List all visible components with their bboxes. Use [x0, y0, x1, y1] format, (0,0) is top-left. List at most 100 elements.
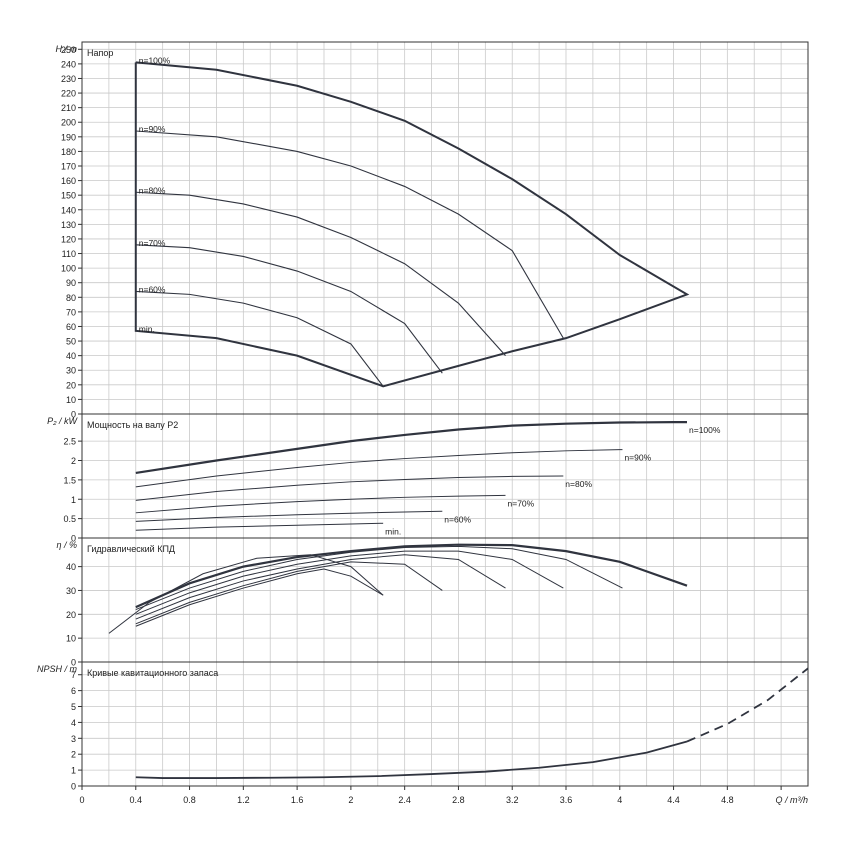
y-axis-label: P₂ / kW	[47, 416, 78, 426]
x-tick-label: 3.2	[506, 795, 519, 805]
y-tick-label: 240	[61, 59, 76, 69]
y-tick-label: 140	[61, 205, 76, 215]
y-tick-label: 2	[71, 750, 76, 760]
y-axis-label: NPSH / m	[37, 664, 78, 674]
series-line	[135, 561, 443, 625]
y-tick-label: 10	[66, 634, 76, 644]
y-tick-label: 120	[61, 234, 76, 244]
y-axis-label: η / %	[56, 540, 77, 550]
panel-3: 0 10 20 30 40 Гидравлический КПД η / %	[56, 537, 809, 668]
y-tick-label: 190	[61, 132, 76, 142]
y-tick-label: 60	[66, 322, 76, 332]
x-tick-label: 4.4	[667, 795, 680, 805]
curve-label: n=80%	[565, 479, 592, 489]
x-axis: Q / m³/h 0 0.4 0.8 1.2 1.6 2 2.4 2.8 3.2 3.6 4 4.4 4…	[79, 786, 808, 805]
curve-label: min.	[385, 526, 401, 536]
chart-panels: 0102030405060708090100110120130140150160…	[37, 41, 809, 792]
y-tick-label: 1	[71, 495, 76, 505]
panel-4: 0 1 2 3 4 5 6 7 Кривые кавитационного запаса NPSH…	[37, 661, 809, 792]
x-tick-label: 1.2	[237, 795, 250, 805]
curve-label: min.	[139, 324, 155, 334]
y-tick-label: 50	[66, 337, 76, 347]
x-tick-label: 4.8	[721, 795, 734, 805]
x-tick-label: 0	[79, 795, 84, 805]
y-tick-label: 20	[66, 610, 76, 620]
series-line	[135, 545, 623, 611]
y-tick-label: 0.5	[63, 514, 76, 524]
y-tick-label: 6	[71, 686, 76, 696]
y-tick-label: 250	[61, 45, 76, 55]
curve-label: n=60%	[444, 514, 471, 524]
x-tick-label: 3.6	[560, 795, 573, 805]
panel-2: 0 0.5 1 1.5 2 2.5 Мощность на валу P2 P₂ / kW n=…	[47, 413, 809, 544]
y-tick-label: 110	[62, 249, 76, 259]
series-line	[135, 510, 443, 522]
panel-frame	[81, 537, 809, 663]
y-tick-label: 90	[66, 278, 76, 288]
y-tick-label: 2	[71, 456, 76, 466]
x-tick-label: 0.4	[130, 795, 143, 805]
y-tick-label: 5	[71, 702, 76, 712]
series-line	[135, 244, 443, 374]
y-tick-label: 230	[61, 74, 76, 84]
y-tick-label: 1.5	[63, 475, 76, 485]
series-line	[135, 130, 564, 339]
curve-label: n=100%	[139, 55, 171, 65]
x-axis-label: Q / m³/h	[775, 795, 808, 805]
y-tick-label: 3	[71, 734, 76, 744]
x-tick-label: 2	[348, 795, 353, 805]
series-line	[135, 191, 506, 357]
curve-label: n=70%	[139, 238, 166, 248]
y-tick-label: 1	[71, 766, 76, 776]
curve-label: n=80%	[139, 185, 166, 195]
y-tick-label: 30	[66, 366, 76, 376]
x-tick-label: 0.8	[183, 795, 196, 805]
panel-1: 0 10 20 30 40 50 60 70 80 90 100 110 120 130 140 150 160…	[56, 41, 809, 420]
y-tick-label: 160	[61, 176, 76, 186]
y-tick-label: 0	[71, 658, 76, 668]
curve-label: n=90%	[624, 453, 651, 463]
y-tick-label: 70	[66, 307, 76, 317]
series-line	[135, 449, 623, 488]
panel-frame	[81, 661, 809, 787]
series-line	[135, 554, 506, 620]
series-line	[135, 494, 506, 514]
y-tick-label: 7	[71, 670, 76, 680]
curve-label: n=90%	[139, 124, 166, 134]
series-line	[135, 550, 564, 615]
series-line	[135, 421, 687, 474]
x-tick-label: 2.4	[398, 795, 411, 805]
y-tick-label: 40	[66, 562, 76, 572]
y-tick-label: 100	[61, 264, 76, 274]
curve-label: n=60%	[139, 284, 166, 294]
y-tick-label: 40	[66, 351, 76, 361]
y-tick-label: 220	[61, 89, 76, 99]
series-line	[135, 290, 384, 387]
curve-label: n=70%	[508, 498, 535, 508]
series-line	[135, 568, 384, 627]
y-tick-label: 0	[71, 410, 76, 420]
x-tick-label: 4	[617, 795, 622, 805]
y-tick-label: 2.5	[63, 437, 76, 447]
series-line	[135, 543, 688, 609]
y-tick-label: 130	[61, 220, 76, 230]
series-line	[135, 522, 384, 531]
panel-title: Гидравлический КПД	[87, 544, 175, 554]
y-tick-label: 170	[61, 162, 76, 172]
x-tick-label: 2.8	[452, 795, 465, 805]
y-axis-label: H / m	[56, 44, 78, 54]
series-line	[135, 475, 564, 501]
envelope-curve	[134, 61, 690, 388]
y-tick-label: 10	[66, 395, 76, 405]
y-tick-label: 180	[61, 147, 76, 157]
curve-label: n=100%	[689, 425, 721, 435]
y-tick-label: 20	[66, 380, 76, 390]
panel-frame	[81, 41, 809, 415]
series-line	[135, 740, 688, 779]
panel-title: Напор	[87, 48, 113, 58]
y-tick-label: 80	[66, 293, 76, 303]
series-line	[686, 667, 809, 743]
y-tick-label: 200	[61, 118, 76, 128]
series-line	[108, 554, 384, 634]
